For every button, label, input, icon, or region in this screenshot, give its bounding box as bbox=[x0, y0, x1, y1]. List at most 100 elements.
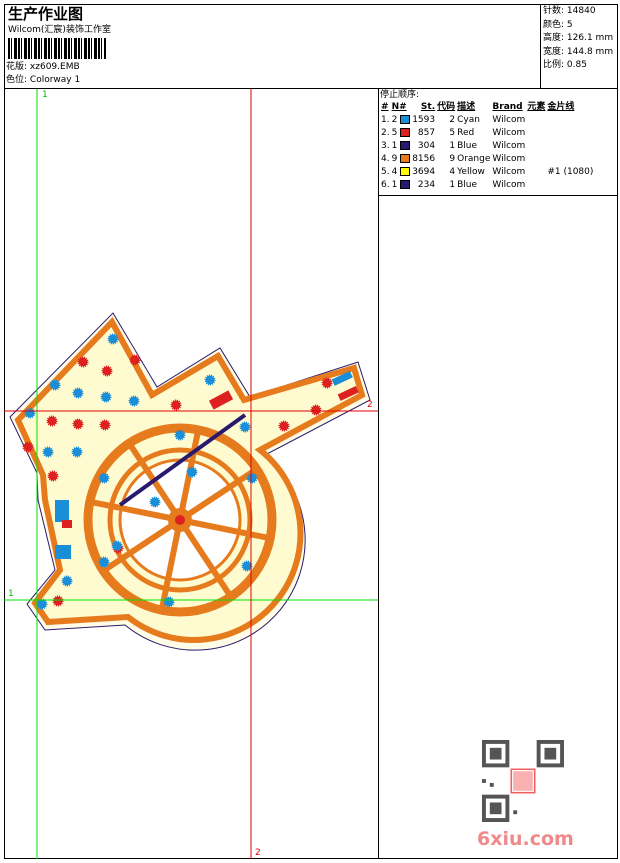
row-index: 6. bbox=[381, 180, 390, 190]
stop-sequence-title: 停止顺序: bbox=[380, 90, 420, 100]
spoke bbox=[128, 444, 183, 522]
brand: Wilcom bbox=[492, 180, 526, 190]
stitch-count: 8156 bbox=[412, 154, 436, 164]
spoke bbox=[159, 519, 183, 607]
stat-label: 颜色: bbox=[543, 19, 565, 30]
flower-dot bbox=[46, 415, 58, 427]
flower-dot bbox=[61, 575, 73, 587]
accent-bars bbox=[55, 371, 359, 559]
flower-dot bbox=[174, 429, 186, 441]
flower-dot bbox=[241, 560, 253, 572]
flower-dot bbox=[107, 333, 119, 345]
color-swatch bbox=[400, 115, 411, 124]
flower-dot bbox=[186, 466, 198, 478]
flower-dot bbox=[101, 365, 113, 377]
column-header: St. bbox=[420, 102, 436, 112]
color-description: Blue bbox=[457, 141, 478, 151]
flower-dot bbox=[22, 441, 34, 453]
design-area bbox=[4, 89, 379, 859]
table-row: 6. 1 234 1 Blue Wilcom bbox=[380, 179, 594, 192]
needle-cell: 1 bbox=[391, 179, 412, 192]
color-table: # N# St. 代码 描述 Brand 元素 金片线 1. 2 1593 2 Cyan Wi… bbox=[380, 101, 594, 192]
spoke bbox=[177, 433, 201, 521]
needle-cell: 5 bbox=[391, 127, 412, 140]
sequin: #1 (1080) bbox=[547, 167, 594, 177]
element bbox=[526, 140, 546, 153]
sequin bbox=[546, 140, 594, 153]
stop-sequence-panel: 停止顺序: # N# St. 代码 描述 Brand 元素 金片线 1. 2 1593 2 C… bbox=[379, 89, 618, 196]
column-header: Brand bbox=[492, 102, 523, 112]
flower-dot bbox=[111, 540, 123, 552]
needle-number: 1 bbox=[391, 180, 398, 190]
guide-label-green-v: 1 bbox=[42, 90, 48, 100]
wheel-spokes bbox=[93, 433, 267, 607]
flower-dot bbox=[98, 556, 110, 568]
stitch-count: 234 bbox=[417, 180, 436, 190]
flower-dot bbox=[98, 472, 110, 484]
qr-code bbox=[482, 740, 564, 822]
row-index: 4. bbox=[381, 154, 390, 164]
color-description: Orange bbox=[457, 154, 491, 164]
studio-name: Wilcom(汇宸)装饰工作室 bbox=[8, 25, 111, 35]
spoke bbox=[178, 468, 256, 523]
stat-row: 针数: 14840 bbox=[543, 5, 616, 19]
sequin bbox=[546, 114, 594, 127]
needle-number: 4 bbox=[391, 167, 398, 177]
color-swatch bbox=[400, 128, 411, 137]
flower-dot bbox=[278, 420, 290, 432]
flower-dot bbox=[52, 595, 64, 607]
stat-label: 比例: bbox=[543, 60, 565, 70]
brand: Wilcom bbox=[492, 167, 526, 177]
sequin bbox=[546, 179, 594, 192]
design-file: 花版: xz609.EMB bbox=[6, 62, 80, 73]
page-title: 生产作业图 bbox=[8, 5, 84, 23]
color-code: 1 bbox=[449, 180, 456, 190]
color-code: 2 bbox=[449, 115, 456, 125]
colorway-value: Colorway 1 bbox=[29, 75, 81, 85]
flower-dot bbox=[42, 446, 54, 458]
element bbox=[526, 127, 546, 140]
stitch-count: 1593 bbox=[412, 115, 436, 125]
color-description: Cyan bbox=[457, 115, 480, 125]
brand: Wilcom bbox=[492, 128, 526, 138]
flower-dot bbox=[99, 419, 111, 431]
color-swatch bbox=[400, 141, 411, 150]
color-swatch bbox=[400, 180, 411, 189]
flower-dot bbox=[49, 379, 61, 391]
table-row: 3. 1 304 1 Blue Wilcom bbox=[380, 140, 594, 153]
column-header: 描述 bbox=[457, 102, 476, 112]
color-swatch bbox=[400, 154, 411, 163]
design-label: 花版: bbox=[6, 62, 28, 72]
row-index: 3. bbox=[381, 141, 390, 151]
flower-dot bbox=[72, 418, 84, 430]
stat-label: 针数: bbox=[543, 6, 565, 16]
needle-number: 9 bbox=[391, 154, 398, 164]
color-code: 9 bbox=[449, 154, 456, 164]
flower-dot bbox=[72, 387, 84, 399]
guide-label-green-h: 1 bbox=[8, 589, 14, 599]
needle-cell: 4 bbox=[391, 166, 412, 179]
color-code: 4 bbox=[449, 167, 456, 177]
column-header: 元素 bbox=[527, 102, 546, 112]
flower-dot bbox=[170, 399, 182, 411]
element bbox=[526, 166, 546, 179]
needle-cell: 2 bbox=[391, 114, 412, 127]
flower-dot bbox=[100, 391, 112, 403]
flower-dot bbox=[204, 374, 216, 386]
color-swatch bbox=[400, 167, 411, 176]
flower-dot bbox=[149, 496, 161, 508]
table-row: 5. 4 3694 4 Yellow Wilcom #1 (1080) bbox=[380, 166, 594, 179]
design-file-name: xz609.EMB bbox=[29, 62, 80, 72]
sequin bbox=[546, 127, 594, 140]
flower-dot bbox=[239, 421, 251, 433]
element bbox=[526, 153, 546, 166]
table-row: 2. 5 857 5 Red Wilcom bbox=[380, 127, 594, 140]
stat-label: 高度: bbox=[543, 33, 565, 43]
flower-dot bbox=[310, 404, 322, 416]
brand: Wilcom bbox=[492, 115, 526, 125]
page-frame bbox=[4, 4, 618, 859]
flower-dots bbox=[22, 333, 333, 610]
barcode bbox=[8, 38, 106, 59]
stat-row: 高度: 126.1 mm bbox=[543, 32, 616, 46]
stat-label: 宽度: bbox=[543, 46, 565, 57]
